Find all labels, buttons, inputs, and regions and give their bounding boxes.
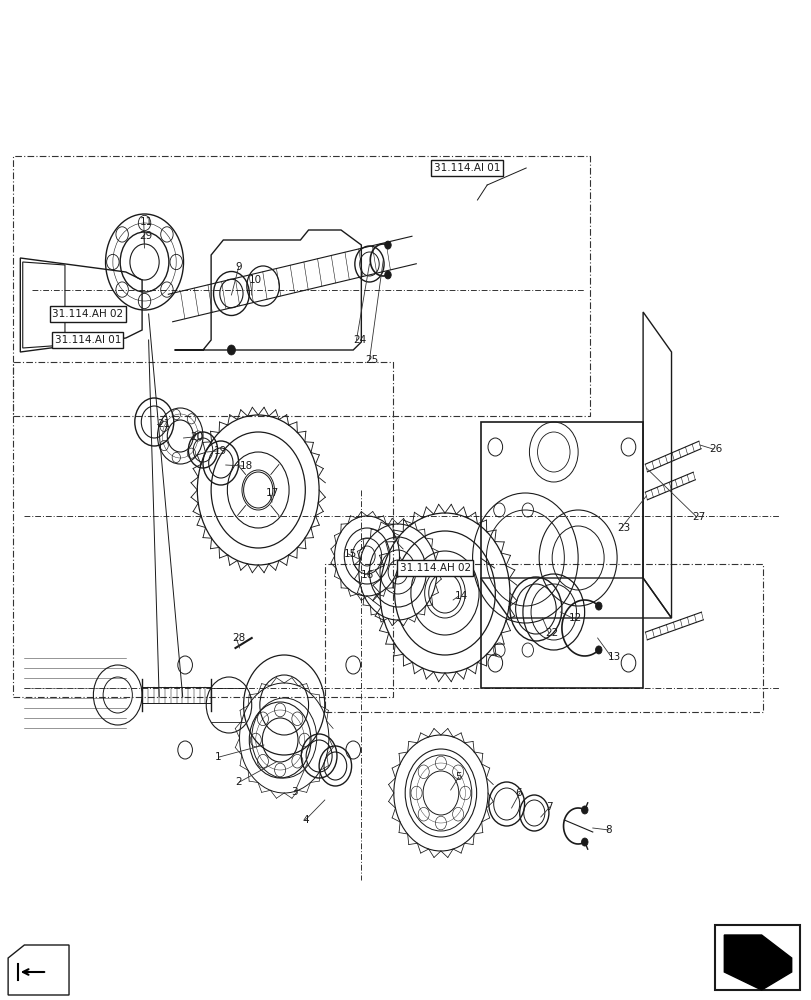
Text: 14: 14 [454, 591, 467, 601]
Text: 31.114.AH 02: 31.114.AH 02 [52, 309, 123, 319]
Circle shape [594, 602, 601, 610]
Text: 29: 29 [139, 231, 152, 241]
Circle shape [227, 345, 235, 355]
Bar [13, 362, 393, 697]
Text: 23: 23 [616, 523, 629, 533]
Circle shape [594, 646, 601, 654]
Text: 31.114.AI 01: 31.114.AI 01 [54, 335, 121, 345]
Bar [13, 156, 589, 416]
Text: 3: 3 [290, 787, 297, 797]
Text: 1: 1 [215, 752, 221, 762]
Circle shape [581, 806, 587, 814]
Text: 8: 8 [604, 825, 611, 835]
Text: 21: 21 [157, 419, 170, 429]
Text: 10: 10 [249, 275, 262, 285]
Circle shape [581, 838, 587, 846]
Text: 2: 2 [235, 777, 242, 787]
Text: 18: 18 [239, 461, 252, 471]
Text: 6: 6 [515, 788, 521, 798]
Text: 31.114.AI 01: 31.114.AI 01 [433, 163, 500, 173]
Text: 27: 27 [692, 512, 705, 522]
Text: 9: 9 [235, 262, 242, 272]
Polygon shape [723, 935, 791, 990]
Text: 7: 7 [545, 802, 551, 812]
Text: 26: 26 [708, 444, 721, 454]
Circle shape [384, 241, 391, 249]
Text: 19: 19 [213, 446, 226, 456]
Text: 28: 28 [232, 633, 245, 643]
Text: 13: 13 [607, 652, 620, 662]
Text: 20: 20 [190, 432, 203, 442]
Circle shape [384, 271, 391, 279]
Text: 5: 5 [454, 772, 461, 782]
Text: 12: 12 [568, 613, 581, 623]
Text: 15: 15 [344, 549, 357, 559]
Bar [324, 564, 762, 712]
Text: 31.114.AH 02: 31.114.AH 02 [399, 563, 470, 573]
Text: 25: 25 [365, 355, 378, 365]
Text: 4: 4 [302, 815, 308, 825]
Text: 22: 22 [544, 628, 557, 638]
Text: 17: 17 [265, 488, 278, 498]
Text: 16: 16 [360, 570, 373, 580]
Bar [480, 422, 642, 688]
Text: 24: 24 [353, 335, 366, 345]
Text: 11: 11 [139, 217, 152, 227]
Bar [714, 925, 799, 990]
Polygon shape [8, 945, 69, 995]
